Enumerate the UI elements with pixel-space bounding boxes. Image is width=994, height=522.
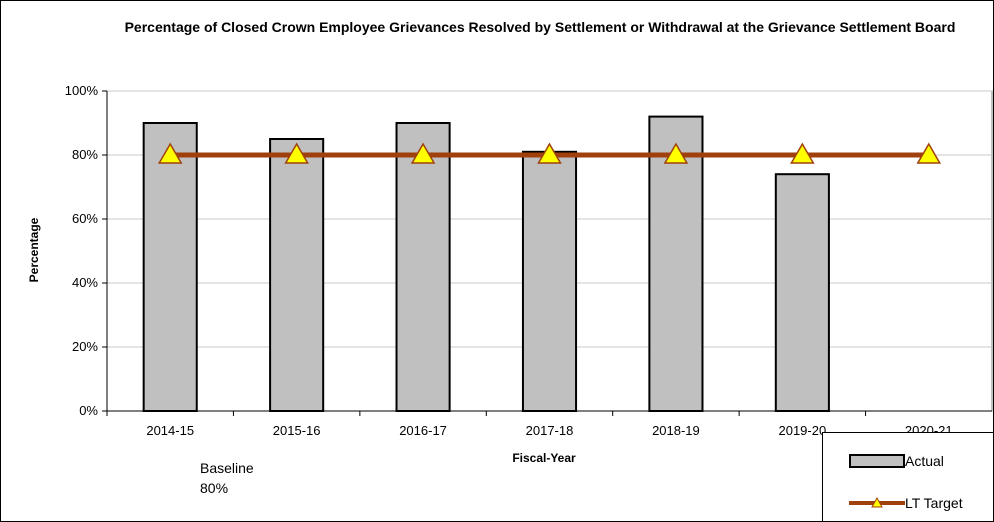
y-tick-label: 20% <box>72 339 98 354</box>
baseline-annotation: Baseline 80% <box>200 458 254 498</box>
bar-actual <box>269 138 325 412</box>
y-tick-label: 60% <box>72 211 98 226</box>
y-tick-label: 0% <box>79 403 98 418</box>
x-axis-label: Fiscal-Year <box>512 451 576 465</box>
legend-swatch-bar <box>849 454 905 468</box>
x-tick-label: 2019-20 <box>778 423 826 438</box>
marker-lt-target <box>663 142 689 164</box>
marker-lt-target <box>790 142 815 164</box>
bar-actual <box>521 150 578 413</box>
legend-label-lt-target: LT Target <box>905 495 963 511</box>
x-tick-label: 2018-19 <box>652 423 700 438</box>
y-tick-label: 100% <box>65 83 99 98</box>
y-tick-label: 40% <box>72 275 98 290</box>
bar-actual <box>774 173 830 412</box>
y-tick-label: 80% <box>72 147 98 162</box>
bar-actual <box>395 122 451 412</box>
baseline-value: 80% <box>200 480 229 496</box>
marker-lt-target <box>410 142 436 164</box>
bar-actual <box>648 115 704 412</box>
legend-label-actual: Actual <box>905 453 944 469</box>
x-tick-label: 2015-16 <box>273 423 321 438</box>
marker-lt-target <box>157 142 183 164</box>
x-tick-label: 2014-15 <box>146 423 194 438</box>
marker-lt-target <box>916 142 942 164</box>
marker-lt-target <box>284 142 309 164</box>
legend: Actual LT Target <box>822 432 993 521</box>
marker-lt-target <box>537 142 562 164</box>
legend-item-lt-target: LT Target <box>849 495 963 511</box>
baseline-label: Baseline <box>200 460 254 476</box>
x-tick-label: 2017-18 <box>526 423 574 438</box>
chart-title: Percentage of Closed Crown Employee Grie… <box>124 19 956 35</box>
bar-actual <box>142 122 198 412</box>
legend-item-actual: Actual <box>849 453 944 469</box>
x-tick-label: 2016-17 <box>399 423 447 438</box>
legend-swatch-line <box>849 496 905 508</box>
